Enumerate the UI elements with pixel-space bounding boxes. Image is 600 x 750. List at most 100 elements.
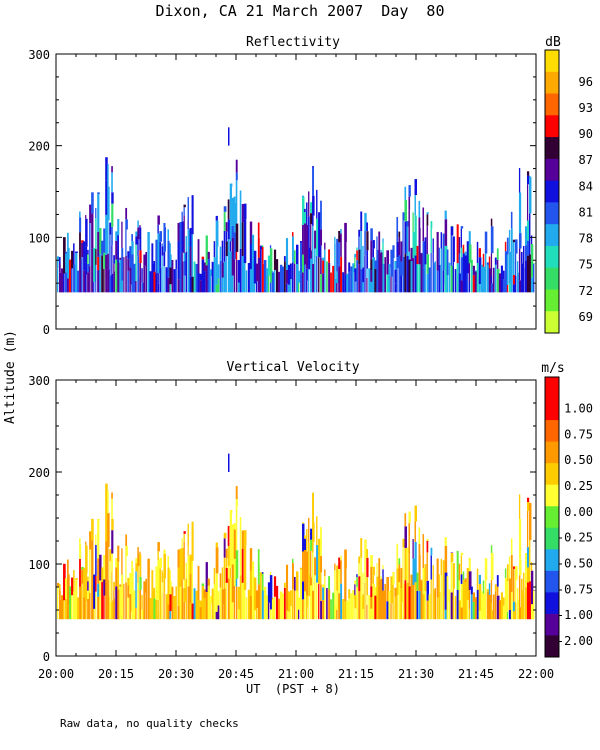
velocity-cell (372, 583, 376, 620)
velocity-cell (348, 598, 351, 620)
velocity-cell (512, 568, 515, 602)
reflectivity-cell (518, 280, 522, 293)
velocity-cell (95, 591, 97, 620)
velocity-cell (155, 599, 158, 620)
velocity-cell (368, 595, 372, 620)
reflectivity-cell (398, 231, 401, 238)
reflectivity-cell (215, 284, 219, 293)
reflectivity-cell (338, 242, 340, 267)
velocity-y-tick-label: 100 (28, 558, 50, 572)
velocity-cell (388, 590, 391, 594)
velocity-cell (137, 566, 139, 583)
reflectivity-cell (460, 257, 464, 281)
velocity-cell (83, 567, 85, 569)
velocity-cell (382, 569, 384, 591)
velocity-cell (179, 556, 182, 587)
velocity-cell (109, 602, 112, 620)
reflectivity-cell (360, 269, 363, 293)
reflectivity-cell (428, 267, 431, 293)
reflectivity-cell (378, 231, 381, 254)
reflectivity-cell (119, 257, 122, 260)
velocity-cell (526, 567, 530, 583)
reflectivity-cell (177, 240, 180, 280)
velocity-cell (398, 564, 401, 583)
reflectivity-cell (322, 260, 325, 274)
reflectivity-cell (231, 225, 235, 238)
reflectivity-cell (302, 195, 305, 198)
reflectivity-cell (524, 226, 528, 246)
velocity-cell (374, 587, 377, 596)
velocity-cell (119, 584, 122, 587)
reflectivity-cell (197, 239, 200, 274)
velocity-cell (243, 545, 247, 590)
reflectivity-cell (460, 247, 463, 258)
velocity-cell (235, 499, 238, 507)
reflectivity-cell (113, 271, 115, 293)
velocity-cell (470, 586, 473, 595)
reflectivity-cell (67, 278, 69, 293)
velocity-cell (187, 523, 189, 547)
reflectivity-cell (516, 261, 519, 273)
velocity-cell (456, 550, 459, 590)
reflectivity-cell (300, 243, 303, 274)
velocity-cell (165, 593, 167, 595)
velocity-cell (233, 558, 237, 587)
velocity-cell (241, 548, 244, 583)
velocity-cell (372, 575, 374, 584)
reflectivity-cell (320, 274, 322, 293)
reflectivity-cell (75, 251, 78, 253)
velocity-cell (510, 591, 513, 620)
reflectivity-cell (444, 282, 448, 293)
reflectivity-cell (412, 258, 415, 293)
velocity-cell (320, 601, 322, 620)
reflectivity-colorbar-label: 75 (579, 258, 593, 272)
velocity-cell (304, 535, 306, 539)
reflectivity-colorbar-cell (545, 93, 559, 116)
reflectivity-cell (191, 276, 195, 293)
reflectivity-cell (396, 257, 399, 269)
reflectivity-cell (358, 249, 361, 265)
reflectivity-cell (177, 222, 180, 241)
reflectivity-cell (388, 264, 391, 268)
velocity-cell (227, 578, 231, 620)
velocity-colorbar-label: 0.25 (564, 479, 593, 493)
velocity-cell (444, 609, 448, 620)
reflectivity-cell (312, 167, 314, 196)
reflectivity-cell (444, 210, 447, 220)
velocity-cell (336, 590, 339, 599)
reflectivity-cell (518, 233, 522, 249)
velocity-cell (231, 564, 235, 603)
velocity-cell (141, 609, 144, 620)
velocity-cell (444, 545, 448, 573)
reflectivity-cell (420, 253, 423, 293)
reflectivity-cell (320, 257, 322, 275)
reflectivity-cell (227, 199, 230, 220)
velocity-x-ticks: 20:00 20:15 20:30 20:45 21:00 21:15 21:30 21:45… (38, 380, 554, 681)
velocity-cell (414, 505, 417, 522)
velocity-colorbar-label: -1.00 (557, 608, 593, 622)
velocity-cell (442, 560, 445, 597)
reflectivity-cell (472, 275, 476, 293)
velocity-cell (308, 596, 310, 620)
velocity-cell (328, 589, 331, 620)
reflectivity-cell (396, 268, 398, 293)
velocity-cell (159, 568, 161, 595)
reflectivity-cell (237, 260, 241, 283)
velocity-cell (480, 591, 484, 620)
velocity-cell (404, 526, 407, 549)
reflectivity-cell (203, 262, 206, 272)
reflectivity-cell (480, 264, 484, 293)
velocity-cell (95, 544, 97, 576)
velocity-cell (384, 583, 387, 620)
velocity-cell (219, 573, 222, 588)
reflectivity-cell (229, 241, 232, 252)
reflectivity-cell (364, 255, 366, 293)
velocity-cell (275, 585, 279, 620)
velocity-cell (468, 608, 471, 620)
reflectivity-cell (251, 234, 255, 259)
velocity-cell (113, 598, 115, 620)
reflectivity-cell (143, 254, 146, 266)
velocity-cell (366, 577, 369, 596)
reflectivity-cell (63, 237, 66, 274)
